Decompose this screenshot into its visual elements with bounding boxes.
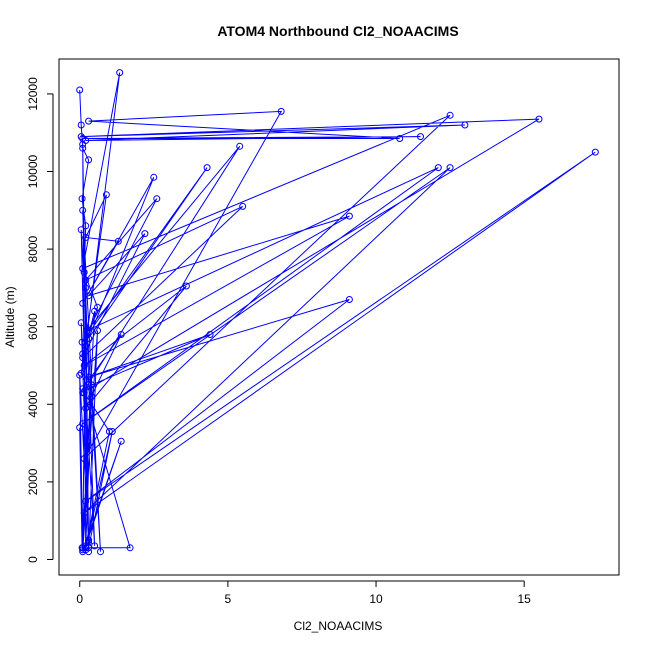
data-point: [97, 548, 104, 556]
data-point: [105, 428, 113, 435]
data-point: [79, 299, 87, 307]
data-point: [236, 142, 244, 150]
data-point: [83, 327, 91, 335]
data-point: [108, 428, 116, 435]
data-point: [78, 195, 86, 203]
data-point: [117, 437, 125, 445]
y-axis: 0 2000 4000 6000 8000 10000 12000: [26, 77, 54, 563]
data-point: [94, 327, 101, 335]
data-point: [77, 319, 85, 327]
data-point: [396, 135, 404, 142]
data-point: [79, 385, 87, 393]
data-point: [80, 268, 88, 276]
y-tick-label: 10000: [26, 155, 40, 189]
data-point: [85, 538, 93, 546]
data-point: [82, 404, 90, 412]
data-point: [77, 121, 85, 129]
data-point: [91, 307, 99, 315]
data-point: [82, 284, 90, 292]
y-axis-label: Altitude (m): [3, 286, 17, 347]
data-point: [76, 424, 84, 432]
x-tick-label: 15: [518, 592, 532, 606]
x-tick-label: 5: [225, 592, 232, 606]
data-point: [85, 292, 93, 300]
data-point: [82, 497, 90, 505]
data-point: [85, 536, 93, 544]
data-point: [345, 296, 353, 303]
y-tick-label: 0: [26, 556, 40, 563]
y-tick-label: 2000: [26, 468, 40, 495]
data-point: [82, 546, 90, 554]
plot-frame: [58, 58, 620, 576]
data-point: [116, 69, 124, 77]
data-point: [126, 544, 134, 552]
data-point: [82, 222, 90, 230]
data-point: [78, 338, 86, 346]
data-point: [82, 234, 90, 241]
data-point: [239, 202, 247, 210]
chart-title: ATOM4 Northbound Cl2_NOAACIMS: [217, 23, 458, 39]
data-point: [91, 542, 99, 550]
x-tick-label: 0: [76, 592, 83, 606]
y-tick-label: 6000: [26, 313, 40, 340]
data-point: [102, 191, 110, 199]
y-tick-label: 8000: [26, 235, 40, 262]
data-point: [79, 350, 87, 358]
data-point: [535, 115, 543, 123]
data-point: [141, 230, 149, 238]
data-point: [417, 133, 424, 141]
data-point: [591, 148, 599, 156]
data-point: [77, 226, 85, 234]
data-point: [76, 86, 84, 94]
y-tick-label: 4000: [26, 391, 40, 418]
data-point: [80, 389, 88, 397]
data-point: [434, 164, 442, 172]
data-point: [79, 546, 87, 554]
data-point: [79, 144, 87, 152]
data-point: [88, 381, 96, 389]
data-point: [446, 164, 454, 172]
data-point: [85, 156, 93, 164]
data-point: [182, 282, 190, 290]
data-point: [80, 455, 88, 463]
data-point: [77, 369, 85, 377]
data-point: [82, 342, 90, 350]
data-point: [79, 206, 87, 214]
data-point: [150, 173, 158, 181]
data-point: [446, 111, 454, 119]
series-line: [79, 72, 596, 552]
data-point: [85, 117, 93, 125]
data-point: [76, 371, 84, 379]
x-axis-label: Cl2_NOAACIMS: [294, 619, 383, 633]
x-axis: 0 5 10 15: [76, 580, 532, 606]
data-point: [461, 121, 469, 129]
data-point: [85, 334, 93, 342]
data-point: [114, 237, 122, 245]
data-point: [117, 331, 125, 338]
data-point: [82, 276, 90, 284]
y-tick-label: 12000: [26, 77, 40, 111]
data-point: [153, 195, 161, 203]
data-point: [345, 212, 353, 220]
data-point: [85, 373, 93, 381]
data-point: [80, 362, 88, 369]
data-point: [79, 140, 87, 148]
data-point: [79, 354, 87, 362]
x-tick-label: 10: [369, 592, 383, 606]
data-point: [206, 331, 214, 338]
plot-area: [76, 69, 599, 556]
data-point: [77, 133, 85, 141]
data-point: [277, 107, 285, 115]
data-point: [80, 509, 88, 517]
data-point: [79, 265, 87, 272]
data-point: [203, 164, 211, 172]
data-point: [88, 393, 96, 400]
